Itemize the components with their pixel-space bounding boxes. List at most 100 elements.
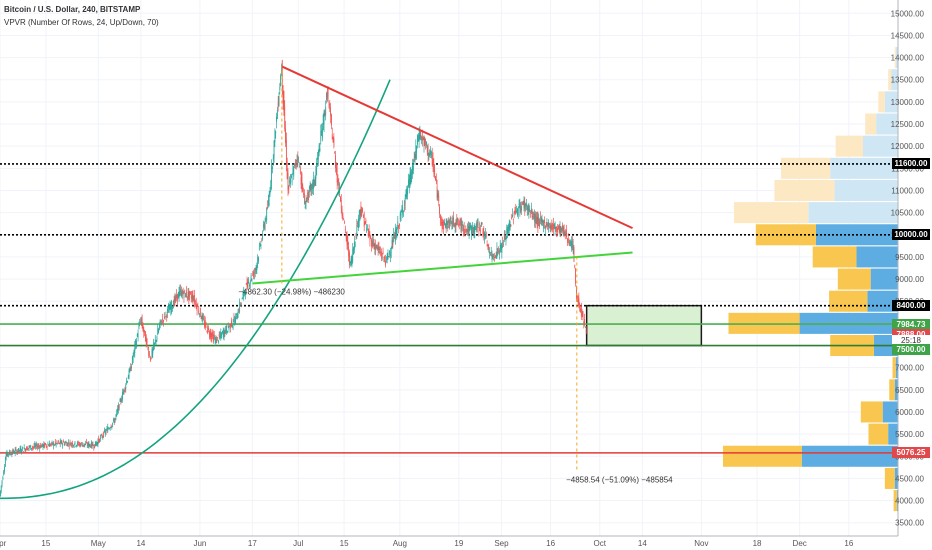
y-tick-label: 4500.00 [895,474,924,483]
candle-body [342,215,344,220]
volume-profile-up-bar [893,490,897,512]
candle-body [215,338,217,344]
candle-body [45,443,46,445]
candle-body [523,199,525,209]
candle-body [309,186,311,189]
candle-body [383,257,385,259]
volume-profile-down-bar [891,69,898,91]
x-tick-label: 15 [340,539,349,548]
candle-body [367,229,368,231]
candle-body [254,268,256,272]
candle-body [395,228,397,240]
candle-body [208,327,209,330]
candle-body [277,102,279,108]
candle-body [344,228,346,230]
candle-body [77,442,78,446]
candle-body [506,227,508,235]
candle-body [72,443,73,446]
candle-body [119,399,121,402]
x-tick-label: May [91,539,106,548]
candle-body [518,204,520,206]
candle-body [386,258,388,259]
candle-body [582,311,584,321]
x-tick-label: 14 [638,539,647,548]
candle-body [430,150,431,155]
candle-body [148,350,150,356]
candle-body [170,305,172,313]
candle-body [480,222,482,227]
candle-body [204,320,206,328]
candle-body [334,152,336,154]
candle-body [63,443,65,446]
volume-profile-down-bar [894,467,898,489]
candle-body [385,256,387,258]
candle-body [145,331,146,342]
candle-body [428,153,430,156]
candle-body [422,138,424,140]
candle-body [130,366,132,371]
candle-body [205,324,207,326]
candle-body [487,245,489,250]
candle-body [348,246,350,257]
candle-body [560,226,562,235]
candle-body [576,286,577,299]
candle-body [476,223,477,231]
candle-body [81,444,83,447]
candle-body [222,331,224,338]
candle-body [231,325,233,328]
candle-body [174,297,176,302]
x-tick-label: Oct [594,539,607,548]
volume-profile-down-bar [834,179,898,201]
candle-body [24,448,26,452]
candle-body [574,264,576,268]
candle-body [412,166,414,171]
candle-body [49,443,50,447]
candle-body [548,223,550,225]
candle-body [182,289,184,294]
volume-profile-down-bar [896,490,898,512]
candle-body [482,228,484,236]
candle-body [187,292,189,297]
candle-body [272,158,274,160]
candle-body [94,444,96,448]
candle-body [234,320,236,325]
candle-body [389,251,390,255]
candle-body [245,283,247,285]
candle-body [522,202,524,204]
candle-body [23,447,25,449]
candle-body [51,441,53,443]
candle-body [335,155,336,168]
candle-body [104,430,105,433]
candle-body [297,158,299,161]
candle-body [457,218,459,221]
candle-body [15,449,17,450]
candle-body [78,444,80,446]
candle-body [105,431,107,433]
candle-body [459,219,461,221]
candle-body [445,224,447,229]
x-tick-label: Aug [393,539,407,548]
candle-body [67,442,68,446]
candle-body [244,291,245,294]
x-tick-label: Dec [793,539,807,548]
candle-body [31,448,32,449]
candle-body [290,178,291,185]
candle-body [308,187,310,193]
candle-body [45,445,47,447]
candle-body [112,422,114,425]
candle-body [392,242,394,245]
chart-title: Bitcoin / U.S. Dollar, 240, BITSTAMP [4,5,141,14]
y-tick-label: 6500.00 [895,386,924,395]
volume-profile-up-bar [774,179,835,201]
candle-body [431,155,433,165]
candle-body [113,419,114,421]
candle-body [266,207,268,221]
candle-body [461,221,463,230]
candle-body [296,159,298,161]
candle-body [120,400,122,402]
candle-body [448,220,449,223]
candle-body [340,199,342,209]
candle-body [144,330,146,332]
candle-body [126,380,127,384]
